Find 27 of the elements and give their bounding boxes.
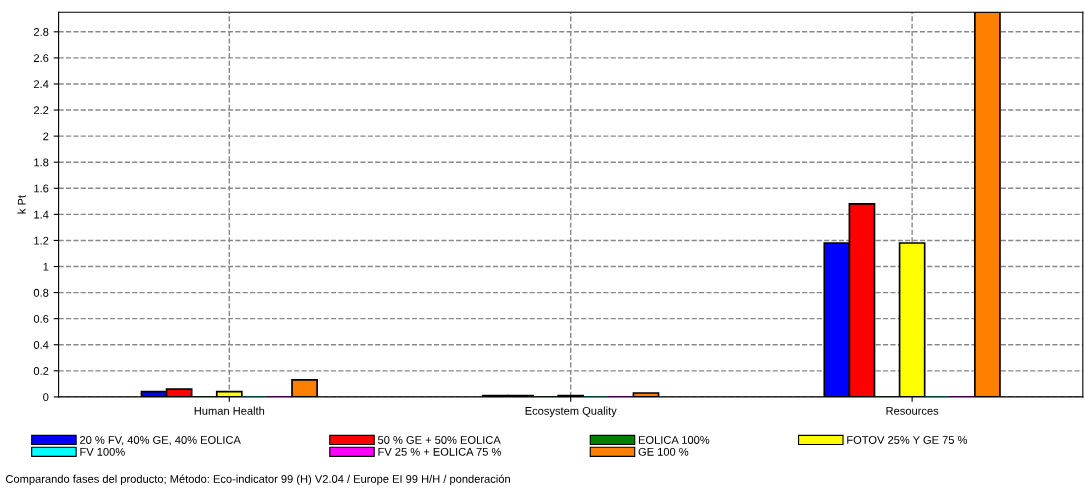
- y-tick-label: 1: [43, 262, 49, 271]
- legend-label: 20 % FV, 40% GE, 40% EOLICA: [80, 436, 241, 446]
- y-tick-label: 1.2: [34, 236, 49, 245]
- y-tick-label: 0.4: [33, 341, 49, 349]
- legend-label: EOLICA 100%: [638, 436, 710, 444]
- text: Comparando fases del producto; Método: Eco-indicator 99 (H) V2.04 / Europe EI 99 H/H / ponderación: [5, 474, 510, 486]
- y-axis-title: k Pt: [17, 195, 26, 214]
- x-tick-label: Resources: [886, 407, 939, 415]
- y-tick-label: 2.4: [33, 80, 49, 88]
- y-tick-label: 1.4: [34, 210, 49, 219]
- y-tick-label: 2.8: [33, 28, 49, 36]
- legend-label: FOTOV 25% Y GE 75 %: [847, 436, 968, 444]
- legend-label: 50 % GE + 50% EOLICA: [377, 436, 501, 444]
- y-tick-label: 0.8: [33, 288, 49, 297]
- y-tick-label: 0.6: [33, 314, 49, 323]
- y-tick-label: 2: [43, 132, 49, 141]
- y-tick-label: 0.2: [33, 367, 49, 375]
- legend-label: FV 25 % + EOLICA 75 %: [378, 447, 501, 456]
- y-tick-label: 0: [43, 393, 49, 402]
- y-tick-label: 2.2: [33, 106, 49, 115]
- y-tick-label: 1.6: [34, 184, 49, 193]
- legend-label: GE 100 %: [638, 447, 689, 456]
- y-tick-label: 2.6: [33, 54, 49, 63]
- x-tick-label: Human Health: [194, 406, 265, 415]
- x-tick-label: Ecosystem Quality: [525, 406, 617, 417]
- y-tick-label: 1.8: [34, 158, 49, 167]
- legend-label: FV 100%: [80, 447, 125, 456]
